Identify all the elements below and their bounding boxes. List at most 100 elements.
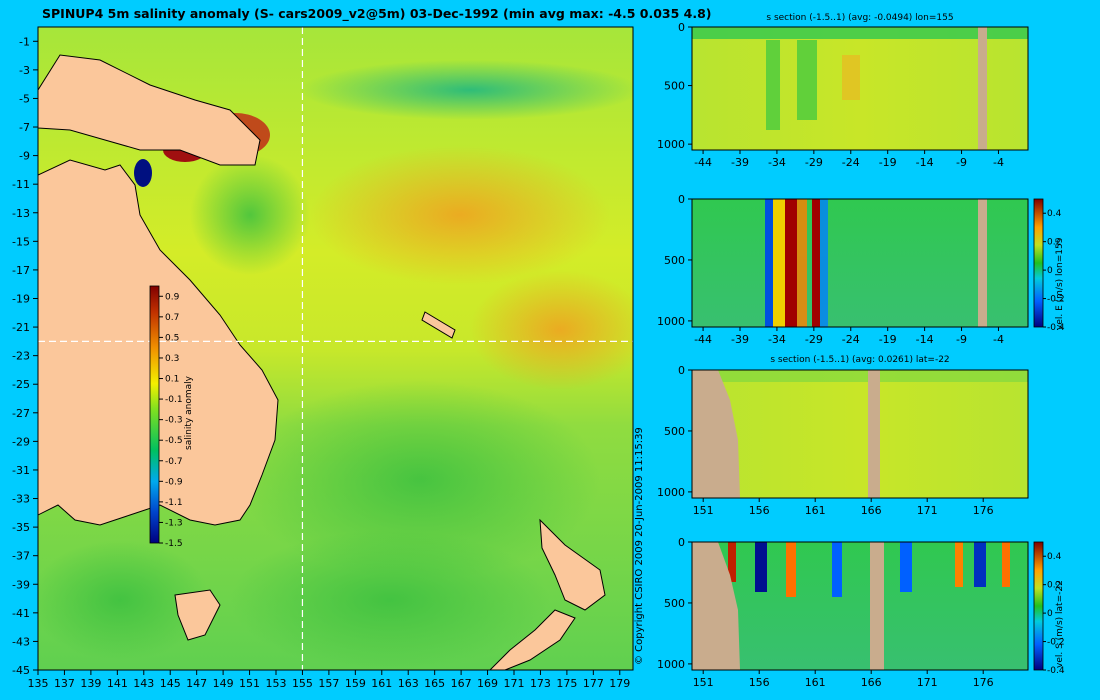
map-colorbar-tick-label: 0.3 [165,354,179,364]
section-n-lat-land [692,542,740,670]
map-colorbar-tick-label: 0.5 [165,333,179,343]
map-y-tick-label: -25 [12,378,30,391]
section-s-lat-land [692,370,740,498]
section-x-tick-label: -24 [842,333,860,346]
section-x-tick-label: 161 [805,676,826,689]
map-x-tick-label: 139 [80,677,101,690]
map-y-tick-label: -31 [12,464,30,477]
section-y-tick-label: 500 [664,80,685,93]
section-x-tick-label: 171 [917,676,938,689]
map-y-tick-label: -5 [19,92,30,105]
land-tasmania [174,589,221,641]
map-x-tick-label: 167 [451,677,472,690]
map-y-tick-label: -45 [12,664,30,677]
section-x-tick-label: 166 [861,676,882,689]
section-e-lon [691,198,1044,328]
map-colorbar-tick-label: -0.7 [165,457,183,467]
section-y-tick-label: 1000 [657,138,685,151]
section-e-lon-jet-5 [812,199,820,327]
section-colorbar-tick-label: -0.2 [1047,295,1065,305]
section-x-tick-label: 151 [693,676,714,689]
section-s-lon-fresh-column-2 [797,40,817,120]
section-x-tick-label: 156 [749,676,770,689]
map-x-tick-label: 155 [292,677,313,690]
section-x-tick-label: -34 [768,333,786,346]
map-colorbar-gradient [149,285,160,544]
section-n-lat-field [692,542,1028,670]
map-y-tick-label: -15 [12,235,30,248]
map-fresh-band [300,60,633,120]
section-e-lon-jet-3 [785,199,797,327]
map-x-tick-label: 165 [424,677,445,690]
main-title: SPINUP4 5m salinity anomaly (S- cars2009… [42,6,712,21]
section-y-tick-label: 500 [664,597,685,610]
section-x-tick-label: -44 [694,333,712,346]
section-n-lat-jet-2 [728,542,736,582]
section-n-lat-jet-4 [832,542,842,597]
section-s-lat-surface-layer [692,370,1028,382]
map-y-tick-label: -13 [12,207,30,220]
map-x-tick-label: 135 [28,677,49,690]
section-y-tick-label: 500 [664,425,685,438]
map-panel [38,27,633,670]
section-x-tick-label: 176 [973,676,994,689]
section-y-tick-label: 1000 [657,486,685,499]
section-x-tick-label: -44 [694,156,712,169]
map-x-tick-label: 177 [583,677,604,690]
map-x-tick-label: 169 [477,677,498,690]
map-y-tick-label: -35 [12,521,30,534]
map-x-tick-label: 145 [160,677,181,690]
map-x-tick-label: 161 [371,677,392,690]
land-new-zealand-north [539,518,606,611]
section-x-tick-label: -39 [731,333,749,346]
map-y-tick-label: -41 [12,607,30,620]
section-s-lon [691,26,1029,151]
section-n-lat-frame [691,541,1029,671]
map-y-tick-label: -11 [12,178,30,191]
section-colorbar-tick-label: 0.4 [1047,209,1062,219]
map-y-tick-label: -39 [12,578,30,591]
map-y-tick-label: -9 [19,150,30,163]
section-e-lon-frame [691,198,1029,328]
section-y-tick-label: 0 [678,193,685,206]
map-salty-region-2 [470,270,633,390]
section-x-tick-label: -19 [879,156,897,169]
map-colorbar-tick-label: -0.9 [165,477,183,487]
section-x-tick-label: -19 [879,333,897,346]
map-y-tick-label: -33 [12,493,30,506]
section-x-tick-label: 161 [805,504,826,517]
section-n-lat-jet-3 [786,542,796,597]
land-new-zealand-south [489,609,576,670]
section-colorbar-tick-label: 0 [1047,266,1053,276]
section-x-tick-label: -24 [842,156,860,169]
section-colorbar-tick-label: -0.4 [1047,323,1065,333]
section-x-tick-label: -4 [993,333,1004,346]
map-colorbar-label: salinity anomaly [184,376,194,450]
section-e-lon-jet-4 [797,199,807,327]
section-x-tick-label: -9 [956,156,967,169]
section-n-lat-jet-6 [955,542,963,587]
section-x-tick-label: -4 [993,156,1004,169]
map-y-tick-label: -1 [19,35,30,48]
section-s-lon-title: s section (-1.5..1) (avg: -0.0494) lon=1… [766,13,954,23]
map-x-tick-label: 149 [213,677,234,690]
section-n-lat [691,541,1044,671]
map-fresh-region-4 [38,540,210,660]
map-x-tick-label: 179 [609,677,630,690]
section-x-tick-label: 151 [693,504,714,517]
map-x-tick-label: 163 [398,677,419,690]
map-y-tick-label: -27 [12,407,30,420]
map-x-tick-label: 173 [530,677,551,690]
section-x-tick-label: -14 [916,333,934,346]
map-colorbar-ticks: 0.9 0.7 0.5 0.3 0.1 -0.1 -0.3 -0.5 -0.7 -0.9 -1.1 -… [159,292,183,549]
section-x-tick-label: -29 [805,333,823,346]
map-y-tick-label: -19 [12,292,30,305]
section-e-lon-jet-2 [773,199,785,327]
map-colorbar-tick-label: 0.7 [165,313,179,323]
map-colorbar-tick-label: 0.9 [165,292,180,302]
map-x-tick-label: 171 [504,677,525,690]
map-anomaly-low [134,159,152,187]
section-y-tick-label: 1000 [657,315,685,328]
map-colorbar-tick-label: 0.1 [165,375,179,385]
map-colorbar-tick-label: -0.1 [165,395,183,405]
